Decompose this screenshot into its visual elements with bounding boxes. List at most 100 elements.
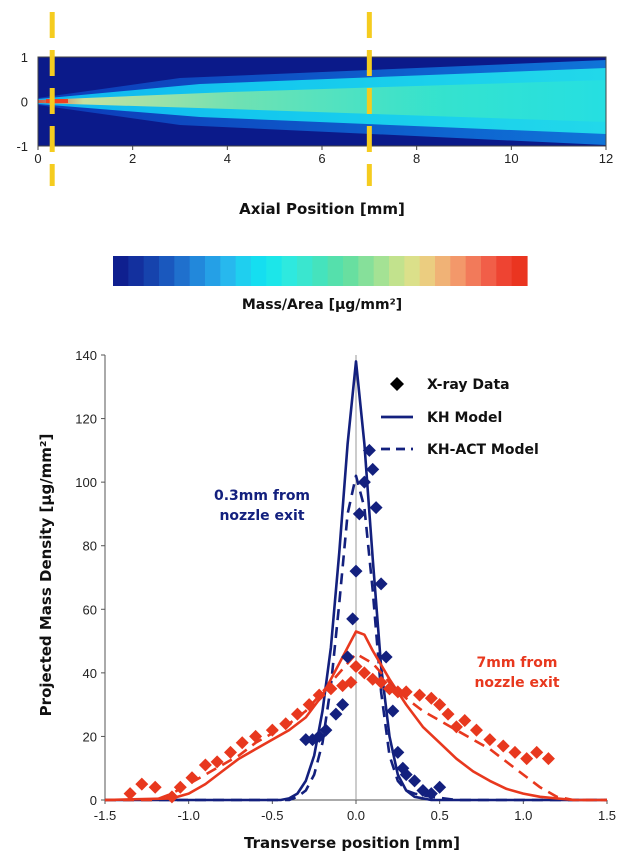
data-point [346, 612, 360, 626]
y-tick-label: 100 [75, 475, 97, 490]
legend: X-ray Data KH Model KH-ACT Model [381, 377, 539, 458]
heatmap-position-markers [49, 12, 372, 186]
data-point [441, 707, 455, 721]
heatmap-y-tick-label: 0 [21, 95, 28, 110]
x-axis-label: Transverse position [mm] [244, 834, 460, 852]
data-point [329, 707, 343, 721]
data-point [198, 758, 212, 772]
heatmap-x-tick-label: 8 [413, 151, 420, 166]
colorbar-segment [450, 256, 467, 286]
heatmap-x-tick-label: 0 [34, 151, 41, 166]
data-point [312, 688, 326, 702]
data-point [249, 729, 263, 743]
data-point [123, 787, 137, 801]
data-point [483, 733, 497, 747]
data-point [357, 666, 371, 680]
line-chart: 0 20 40 60 80 100 120 140 -1.5 -1.0 -0.5 0.0 0.5 1.0… [37, 348, 616, 852]
colorbar-segment [327, 256, 344, 286]
annotation-text: 7mm from [477, 655, 558, 671]
y-axis-ticks: 0 20 40 60 80 100 120 140 [75, 348, 105, 808]
x-tick-label: 1.0 [514, 808, 532, 823]
data-point [210, 755, 224, 769]
data-point [541, 752, 555, 766]
data-point [344, 675, 358, 689]
heatmap-x-ticks: 0 2 4 6 8 10 12 [34, 146, 613, 166]
legend-entry-label: KH Model [427, 410, 502, 426]
data-point [433, 698, 447, 712]
heatmap-x-tick-label: 2 [129, 151, 136, 166]
colorbar-segment [128, 256, 145, 286]
annotation-text: 0.3mm from [214, 488, 310, 504]
legend-entry-label: KH-ACT Model [427, 442, 539, 458]
series-7mm-xray-data [123, 660, 555, 804]
heatmap-x-tick-label: 10 [504, 151, 518, 166]
y-tick-label: 80 [83, 539, 97, 554]
colorbar-segment [159, 256, 175, 286]
data-point [135, 777, 149, 791]
x-tick-label: -0.5 [261, 808, 283, 823]
heatmap-y-tick-label: 1 [21, 50, 28, 65]
x-tick-label: 0.5 [431, 808, 449, 823]
annotations: 0.3mm from nozzle exit 7mm from nozzle exit [214, 488, 560, 691]
colorbar-segment [297, 256, 313, 286]
x-tick-label: -1.5 [94, 808, 116, 823]
y-tick-label: 120 [75, 412, 97, 427]
series-7mm-kh-act-model [105, 652, 607, 802]
heatmap-x-axis-label: Axial Position [mm] [239, 200, 405, 218]
data-point [496, 739, 510, 753]
data-point [148, 780, 162, 794]
data-point [362, 443, 376, 457]
data-point [173, 780, 187, 794]
colorbar-segment [435, 256, 451, 286]
annotation-text: nozzle exit [219, 508, 304, 524]
legend-entry-label: X-ray Data [427, 377, 510, 393]
data-point [366, 462, 380, 476]
data-point [319, 723, 333, 737]
data-point [302, 698, 316, 712]
data-point [341, 650, 355, 664]
colorbar-segment [235, 256, 252, 286]
data-point [357, 475, 371, 489]
annotation-text: nozzle exit [474, 675, 559, 691]
heatmap-x-tick-label: 6 [318, 151, 325, 166]
data-point [379, 650, 393, 664]
heatmap-x-tick-label: 4 [224, 151, 231, 166]
colorbar-segment [220, 256, 237, 286]
colorbar-segment [189, 256, 206, 286]
data-point [424, 787, 438, 801]
colorbar-segment [481, 256, 497, 286]
x-axis-ticks: -1.5 -1.0 -0.5 0.0 0.5 1.0 1.5 [94, 800, 616, 823]
colorbar-segment [251, 256, 267, 286]
data-point [369, 501, 383, 515]
series-7mm-kh-model [104, 630, 607, 802]
colorbar-segment [389, 256, 405, 286]
data-point [185, 771, 199, 785]
series-0.3mm-kh-model [105, 360, 607, 802]
data-point [399, 768, 413, 782]
data-point [391, 685, 405, 699]
series-layer [104, 360, 607, 804]
heatmap-y-tick-label: -1 [16, 139, 28, 154]
colorbar-segment [419, 256, 436, 286]
legend-marker-xray [390, 377, 404, 391]
data-point [374, 675, 388, 689]
y-tick-label: 20 [83, 729, 97, 744]
data-point [290, 707, 304, 721]
heatmap-core [38, 80, 606, 122]
data-point [520, 752, 534, 766]
data-point [469, 723, 483, 737]
y-tick-label: 60 [83, 602, 97, 617]
data-point [324, 682, 338, 696]
colorbar-segment [373, 256, 390, 286]
heatmap-y-ticks: 1 0 -1 [16, 50, 28, 154]
y-tick-label: 40 [83, 666, 97, 681]
y-tick-label: 140 [75, 348, 97, 363]
data-point [312, 729, 326, 743]
data-point [224, 745, 237, 759]
data-point [265, 723, 279, 737]
colorbar-segment [205, 256, 221, 286]
data-point [349, 660, 363, 673]
colorbar-segment [113, 256, 129, 286]
data-point [424, 691, 438, 705]
